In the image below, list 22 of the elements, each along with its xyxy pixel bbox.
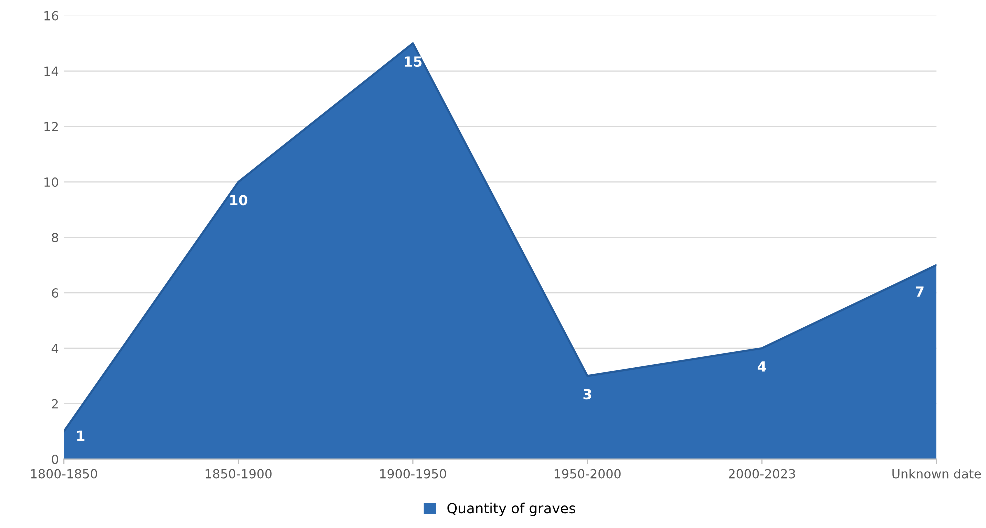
x-tick-label: 2000-2023 bbox=[729, 469, 796, 479]
y-tick-label: 10 bbox=[44, 178, 58, 188]
y-tick-label: 2 bbox=[52, 399, 58, 409]
data-label: 3 bbox=[584, 389, 592, 400]
y-tick-label: 6 bbox=[52, 288, 58, 298]
x-tick-label: 1950-2000 bbox=[554, 469, 621, 479]
x-tick-label: 1900-1950 bbox=[380, 469, 446, 479]
y-tick-label: 8 bbox=[52, 233, 58, 243]
x-tick-label: 1800-1850 bbox=[31, 469, 98, 479]
y-tick-label: 16 bbox=[44, 11, 58, 21]
y-tick-label: 14 bbox=[44, 66, 59, 76]
data-label: 7 bbox=[916, 286, 924, 297]
data-label: 1 bbox=[77, 430, 85, 442]
y-tick-label: 4 bbox=[52, 344, 59, 354]
data-label: 10 bbox=[230, 195, 248, 206]
y-tick-label: 0 bbox=[52, 454, 58, 464]
x-tick-label: 1850-1900 bbox=[206, 469, 272, 479]
data-label: 15 bbox=[405, 56, 422, 68]
data-label: 4 bbox=[758, 362, 766, 372]
legend-label: Quantity of graves bbox=[448, 502, 576, 516]
x-tick-label: Unknown date bbox=[892, 469, 982, 479]
y-tick-label: 12 bbox=[44, 122, 58, 132]
